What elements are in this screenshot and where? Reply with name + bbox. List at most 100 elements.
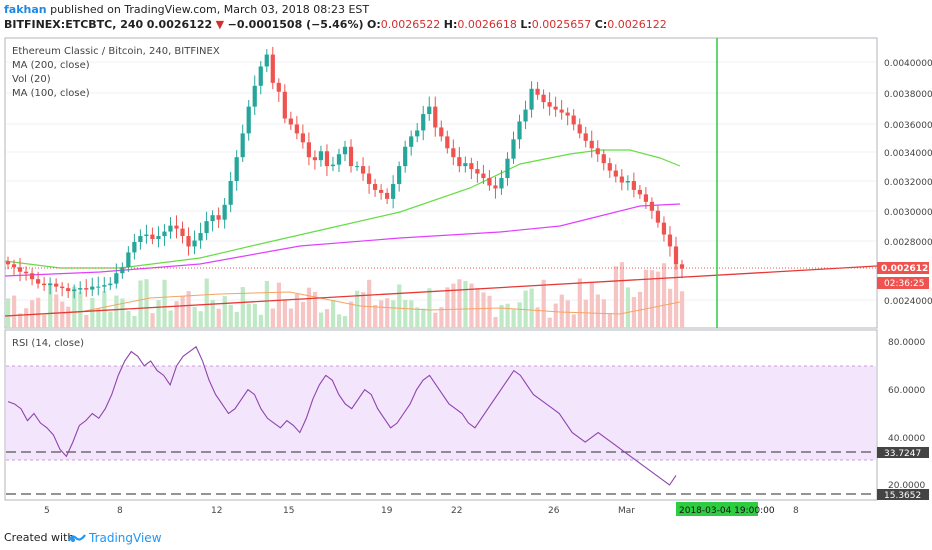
candle-body[interactable]: [174, 225, 179, 229]
candle-body[interactable]: [78, 288, 83, 290]
candle-body[interactable]: [138, 236, 143, 242]
candle-body[interactable]: [336, 154, 342, 165]
candle-body[interactable]: [234, 157, 239, 181]
candle-body[interactable]: [252, 85, 257, 107]
candle-body[interactable]: [180, 228, 185, 237]
candle-body[interactable]: [457, 157, 462, 167]
time-axis[interactable]: 5 8 12 15 19 22 26 Mar 8: [44, 506, 799, 516]
candle-body[interactable]: [108, 283, 113, 286]
candle-body[interactable]: [42, 283, 47, 286]
candle-body[interactable]: [667, 234, 673, 247]
candle-body[interactable]: [5, 261, 11, 265]
candle-body[interactable]: [276, 82, 281, 92]
rsi-axis[interactable]: 80.0000 60.0000 40.0000 20.0000: [888, 338, 925, 491]
candle-body[interactable]: [481, 173, 486, 179]
candle-body[interactable]: [246, 106, 251, 134]
candle-body[interactable]: [372, 183, 378, 190]
price-pane[interactable]: [4, 37, 878, 329]
candle-body[interactable]: [643, 194, 648, 202]
legend-ma100[interactable]: MA (100, close): [12, 88, 90, 99]
candle-body[interactable]: [84, 288, 89, 290]
candle-body[interactable]: [559, 109, 564, 113]
candle-body[interactable]: [222, 204, 227, 220]
candle-body[interactable]: [264, 54, 269, 67]
candle-body[interactable]: [379, 189, 384, 193]
legend-vol[interactable]: Vol (20): [12, 74, 51, 85]
candle-body[interactable]: [601, 154, 606, 164]
candle-body[interactable]: [23, 271, 29, 274]
candle-body[interactable]: [324, 151, 330, 167]
candle-body[interactable]: [204, 221, 209, 234]
candle-body[interactable]: [96, 286, 101, 288]
legend-rsi[interactable]: RSI (14, close): [12, 338, 84, 349]
candle-body[interactable]: [529, 88, 534, 110]
candle-body[interactable]: [391, 183, 396, 199]
candle-body[interactable]: [120, 267, 125, 274]
candle-body[interactable]: [132, 241, 137, 253]
candle-body[interactable]: [505, 158, 510, 179]
candle-body[interactable]: [35, 279, 41, 284]
support-trendline[interactable]: [4, 265, 878, 317]
candle-body[interactable]: [655, 210, 661, 223]
candle-body[interactable]: [258, 66, 263, 86]
candle-body[interactable]: [216, 215, 221, 220]
candle-body[interactable]: [589, 140, 594, 149]
candle-body[interactable]: [451, 148, 456, 158]
candle-body[interactable]: [54, 283, 59, 287]
candle-body[interactable]: [29, 273, 35, 280]
candle-body[interactable]: [493, 185, 498, 189]
candle-body[interactable]: [613, 170, 618, 177]
candle-body[interactable]: [366, 173, 372, 184]
candle-body[interactable]: [553, 106, 558, 110]
candle-body[interactable]: [150, 234, 155, 240]
candle-body[interactable]: [306, 142, 311, 158]
author-link[interactable]: fakhan: [4, 3, 47, 16]
tradingview-brand[interactable]: TradingView: [89, 531, 162, 545]
candle-body[interactable]: [649, 201, 655, 211]
candle-body[interactable]: [198, 233, 203, 241]
candle-body[interactable]: [439, 127, 444, 137]
candle-body[interactable]: [619, 176, 624, 183]
candle-body[interactable]: [595, 148, 600, 155]
candle-body[interactable]: [625, 181, 630, 183]
candle-body[interactable]: [342, 146, 348, 155]
candle-body[interactable]: [397, 166, 402, 184]
candle-body[interactable]: [114, 273, 119, 284]
candle-body[interactable]: [433, 106, 438, 128]
candle-body[interactable]: [66, 288, 71, 292]
candle-body[interactable]: [360, 166, 366, 174]
candle-body[interactable]: [475, 169, 480, 174]
candle-body[interactable]: [421, 114, 426, 131]
candle-body[interactable]: [673, 246, 679, 265]
candle-body[interactable]: [577, 124, 582, 134]
candle-body[interactable]: [270, 54, 275, 83]
candle-body[interactable]: [583, 133, 588, 141]
candle-body[interactable]: [102, 285, 107, 287]
candle-body[interactable]: [144, 234, 149, 237]
candle-body[interactable]: [318, 151, 324, 161]
candle-body[interactable]: [90, 286, 95, 290]
candle-body[interactable]: [186, 236, 191, 247]
candle-body[interactable]: [499, 178, 504, 189]
candle-body[interactable]: [679, 264, 685, 269]
candle-body[interactable]: [535, 88, 540, 95]
candle-body[interactable]: [631, 181, 636, 190]
candle-body[interactable]: [330, 164, 336, 167]
candle-body[interactable]: [288, 118, 293, 125]
candle-body[interactable]: [403, 146, 408, 167]
candle-body[interactable]: [348, 146, 354, 167]
candle-body[interactable]: [637, 189, 642, 195]
candle-body[interactable]: [354, 166, 360, 168]
candle-body[interactable]: [192, 240, 197, 247]
candle-body[interactable]: [445, 136, 450, 149]
candle-body[interactable]: [17, 267, 23, 272]
candle-body[interactable]: [282, 91, 287, 119]
candle-body[interactable]: [126, 252, 131, 268]
candle-body[interactable]: [571, 115, 576, 125]
candle-body[interactable]: [409, 136, 414, 147]
candle-body[interactable]: [156, 236, 161, 240]
candle-body[interactable]: [415, 130, 420, 137]
candle-body[interactable]: [294, 124, 299, 134]
candle-body[interactable]: [523, 109, 528, 122]
candle-body[interactable]: [511, 139, 516, 159]
